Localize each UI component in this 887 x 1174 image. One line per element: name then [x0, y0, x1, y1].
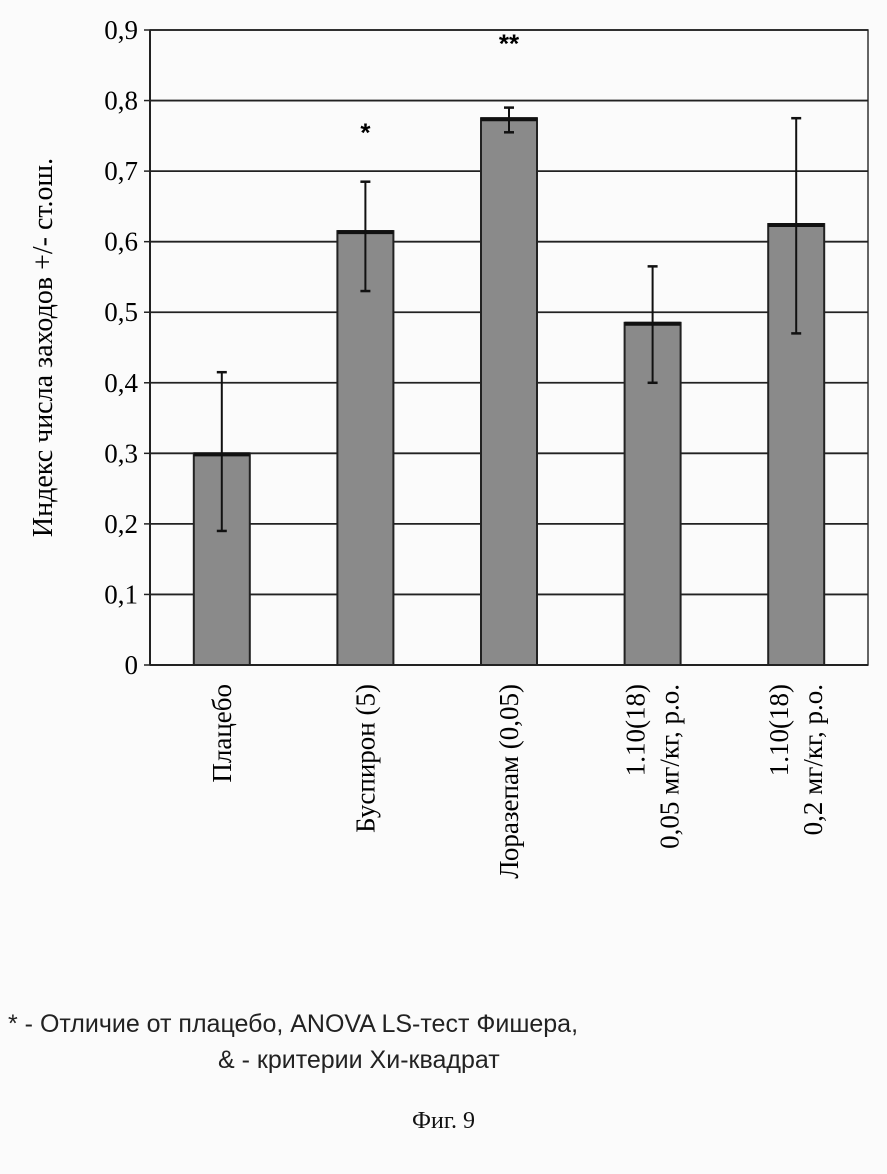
y-tick-label: 0,9	[104, 15, 138, 45]
x-tick-label: 1.10(18)	[621, 684, 651, 776]
x-tick-label: 0,05 мг/кг, р.о.	[655, 684, 685, 849]
y-tick-label: 0	[125, 650, 139, 680]
x-tick-label: 0,2 мг/кг, р.о.	[798, 684, 828, 835]
y-tick-label: 0,4	[104, 368, 138, 398]
figure-caption: Фиг. 9	[0, 1108, 887, 1135]
x-tick-label: Лоразепам (0,05)	[494, 684, 524, 879]
legend-note-1: * - Отличие от плацебо, ANOVA LS-тест Фи…	[8, 1010, 578, 1039]
y-tick-label: 0,7	[104, 156, 138, 186]
significance-mark: *	[360, 118, 371, 148]
y-tick-label: 0,2	[104, 509, 138, 539]
y-axis-label: Индекс числа заходов +/- ст.ош.	[28, 158, 59, 537]
x-tick-label: 1.10(18)	[764, 684, 794, 776]
y-tick-label: 0,6	[104, 227, 138, 257]
figure: 0 0,1 0,2 0,3 0,4 0,5 0,6 0,7 0,8 0,9 Индекс числа…	[0, 0, 887, 1174]
legend-note-2: & - критерии Хи-квадрат	[218, 1046, 500, 1075]
bar	[481, 118, 537, 665]
significance-mark: **	[499, 29, 520, 59]
y-tick-label: 0,8	[104, 86, 138, 116]
y-tick-label: 0,5	[104, 297, 138, 327]
y-tick-label: 0,3	[104, 438, 138, 468]
bar-chart: 0 0,1 0,2 0,3 0,4 0,5 0,6 0,7 0,8 0,9 Индекс числа…	[0, 0, 887, 1000]
x-tick-label: Плацебо	[207, 684, 237, 783]
y-tick-label: 0,1	[104, 579, 138, 609]
x-tick-label: Буспирон (5)	[350, 684, 380, 833]
bar	[337, 231, 393, 665]
